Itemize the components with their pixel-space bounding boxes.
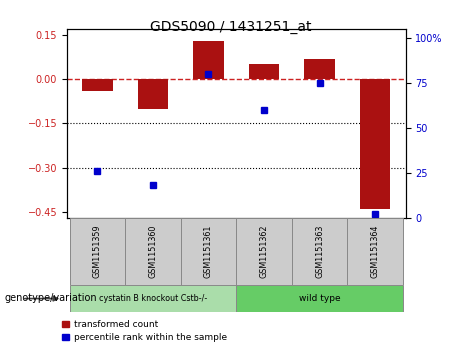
Bar bbox=[70, 218, 125, 285]
Text: GSM1151360: GSM1151360 bbox=[148, 225, 158, 278]
Bar bbox=[125, 218, 181, 285]
Text: wild type: wild type bbox=[299, 294, 340, 303]
Bar bbox=[304, 58, 335, 79]
Bar bbox=[360, 79, 390, 209]
Bar bbox=[236, 218, 292, 285]
Bar bbox=[292, 218, 347, 285]
Legend: transformed count, percentile rank within the sample: transformed count, percentile rank withi… bbox=[62, 320, 227, 342]
Bar bbox=[249, 64, 279, 79]
Text: GSM1151362: GSM1151362 bbox=[260, 225, 269, 278]
Bar bbox=[236, 285, 403, 312]
Text: GSM1151364: GSM1151364 bbox=[371, 225, 379, 278]
Text: GDS5090 / 1431251_at: GDS5090 / 1431251_at bbox=[150, 20, 311, 34]
Bar bbox=[347, 218, 403, 285]
Bar bbox=[70, 285, 236, 312]
Bar bbox=[138, 79, 168, 109]
Text: GSM1151363: GSM1151363 bbox=[315, 225, 324, 278]
Text: genotype/variation: genotype/variation bbox=[5, 293, 97, 303]
Text: GSM1151361: GSM1151361 bbox=[204, 225, 213, 278]
Text: cystatin B knockout Cstb-/-: cystatin B knockout Cstb-/- bbox=[99, 294, 207, 303]
Bar bbox=[193, 41, 224, 79]
Text: GSM1151359: GSM1151359 bbox=[93, 225, 102, 278]
Bar bbox=[181, 218, 236, 285]
Bar bbox=[82, 79, 112, 91]
